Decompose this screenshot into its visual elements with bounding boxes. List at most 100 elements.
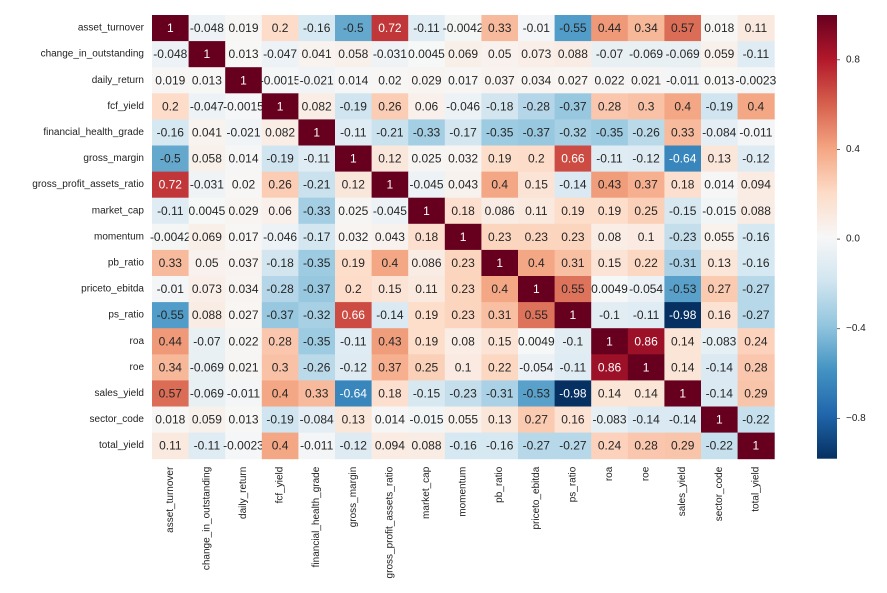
heatmap-cell bbox=[737, 67, 775, 94]
heatmap-cell bbox=[554, 197, 592, 225]
cell-value-label: 0.15 bbox=[488, 334, 512, 348]
heatmap-cell bbox=[627, 354, 665, 381]
heatmap-cell bbox=[591, 93, 629, 120]
cell-value-label: 0.23 bbox=[451, 256, 475, 270]
cell-value-label: -0.14 bbox=[376, 308, 404, 322]
heatmap-cell bbox=[152, 119, 190, 146]
cell-value-label: 0.032 bbox=[338, 230, 368, 244]
cell-value-label: -0.27 bbox=[742, 308, 770, 322]
cell-value-label: -0.01 bbox=[157, 282, 185, 296]
cell-value-label: 1 bbox=[387, 178, 394, 192]
heatmap-cell bbox=[701, 406, 739, 434]
cell-value-label: -0.14 bbox=[632, 413, 660, 427]
heatmap-cell bbox=[335, 380, 373, 407]
x-tick-label: roa bbox=[604, 466, 615, 481]
heatmap-cell bbox=[261, 432, 299, 460]
heatmap-cell bbox=[225, 15, 263, 42]
heatmap-cell bbox=[188, 302, 226, 329]
heatmap-cell bbox=[701, 93, 739, 120]
cell-value-label: -0.14 bbox=[706, 360, 734, 374]
heatmap-cell bbox=[188, 41, 226, 68]
x-tick-label: market_cap bbox=[421, 466, 432, 519]
cell-value-label: 0.017 bbox=[228, 230, 258, 244]
cell-value-label: 1 bbox=[643, 360, 650, 374]
cell-value-label: -0.015 bbox=[702, 204, 736, 218]
colorbar-tick-label: 0.0 bbox=[846, 234, 860, 245]
heatmap-cell bbox=[225, 171, 263, 199]
cell-value-label: 0.28 bbox=[634, 439, 658, 453]
cell-value-label: 1 bbox=[350, 152, 357, 166]
colorbar-tick-label: 0.8 bbox=[846, 54, 860, 65]
heatmap-cell bbox=[627, 223, 665, 251]
heatmap-cell bbox=[481, 145, 519, 173]
cell-value-label: 0.088 bbox=[558, 47, 588, 61]
x-tick-label: daily_return bbox=[238, 467, 249, 519]
cell-value-label: -0.021 bbox=[300, 73, 334, 87]
cell-value-label: 0.14 bbox=[671, 360, 695, 374]
cell-value-label: -0.19 bbox=[706, 99, 734, 113]
cell-value-label: -0.17 bbox=[303, 230, 331, 244]
heatmap-cell bbox=[261, 276, 299, 303]
cell-value-label: 0.11 bbox=[415, 282, 438, 296]
heatmap-cell bbox=[518, 249, 556, 277]
heatmap-cell bbox=[152, 354, 190, 381]
heatmap-cell bbox=[737, 197, 775, 225]
heatmap-cell bbox=[554, 119, 592, 146]
heatmap-cell bbox=[481, 380, 519, 407]
heatmap-cell bbox=[444, 249, 482, 277]
cell-value-label: 0.037 bbox=[228, 256, 258, 270]
heatmap-cell bbox=[408, 145, 446, 173]
heatmap-cell bbox=[225, 276, 263, 303]
heatmap-cell bbox=[554, 93, 592, 120]
heatmap-cell bbox=[298, 223, 336, 251]
heatmap-cell bbox=[591, 145, 629, 173]
cell-value-label: 0.055 bbox=[704, 230, 734, 244]
heatmap-cell bbox=[591, 249, 629, 277]
cell-value-label: 0.059 bbox=[192, 413, 222, 427]
cell-value-label: 0.058 bbox=[192, 152, 222, 166]
cell-value-label: 0.31 bbox=[488, 308, 512, 322]
heatmap-cell bbox=[701, 249, 739, 277]
cell-value-label: -0.084 bbox=[300, 413, 334, 427]
cell-value-label: 0.19 bbox=[598, 204, 622, 218]
y-tick-label: asset_turnover bbox=[78, 23, 145, 34]
cell-value-label: 0.027 bbox=[558, 73, 588, 87]
heatmap-cell bbox=[664, 328, 702, 355]
heatmap-cell bbox=[408, 249, 446, 277]
cell-value-label: 1 bbox=[204, 47, 211, 61]
heatmap-cell bbox=[225, 432, 263, 460]
heatmap-cell bbox=[627, 41, 665, 68]
heatmap-cell bbox=[335, 93, 373, 120]
cell-value-label: 0.16 bbox=[561, 413, 585, 427]
y-tick-label: total_yield bbox=[99, 440, 144, 451]
heatmap-cell bbox=[371, 15, 409, 42]
cell-value-label: 0.19 bbox=[415, 334, 439, 348]
heatmap-cell bbox=[225, 249, 263, 277]
cell-value-label: 0.57 bbox=[159, 386, 183, 400]
heatmap-cell bbox=[188, 354, 226, 381]
heatmap-cell bbox=[444, 354, 482, 381]
heatmap-cell bbox=[371, 145, 409, 173]
colorbar-gradient bbox=[817, 15, 837, 459]
heatmap-cell bbox=[335, 119, 373, 146]
heatmap-cell bbox=[298, 276, 336, 303]
cell-value-label: 0.16 bbox=[708, 308, 732, 322]
heatmap-cell bbox=[701, 354, 739, 381]
cell-value-label: 0.088 bbox=[741, 204, 771, 218]
y-tick-label: pb_ratio bbox=[108, 257, 145, 268]
cell-value-label: 0.66 bbox=[342, 308, 366, 322]
cell-value-label: -0.0015 bbox=[260, 73, 301, 87]
cell-value-label: 1 bbox=[167, 21, 174, 35]
heatmap-cell bbox=[335, 249, 373, 277]
cell-value-label: 0.032 bbox=[448, 152, 478, 166]
heatmap-cell bbox=[627, 406, 665, 434]
heatmap-cell bbox=[225, 41, 263, 68]
heatmap-cell bbox=[627, 197, 665, 225]
cell-value-label: 0.14 bbox=[598, 386, 622, 400]
cell-value-label: -0.18 bbox=[266, 256, 294, 270]
cell-value-label: 0.013 bbox=[228, 413, 258, 427]
heatmap-cell bbox=[554, 171, 592, 199]
cell-value-label: 1 bbox=[313, 125, 320, 139]
heatmap-cell bbox=[298, 354, 336, 381]
cell-value-label: 0.073 bbox=[521, 47, 551, 61]
